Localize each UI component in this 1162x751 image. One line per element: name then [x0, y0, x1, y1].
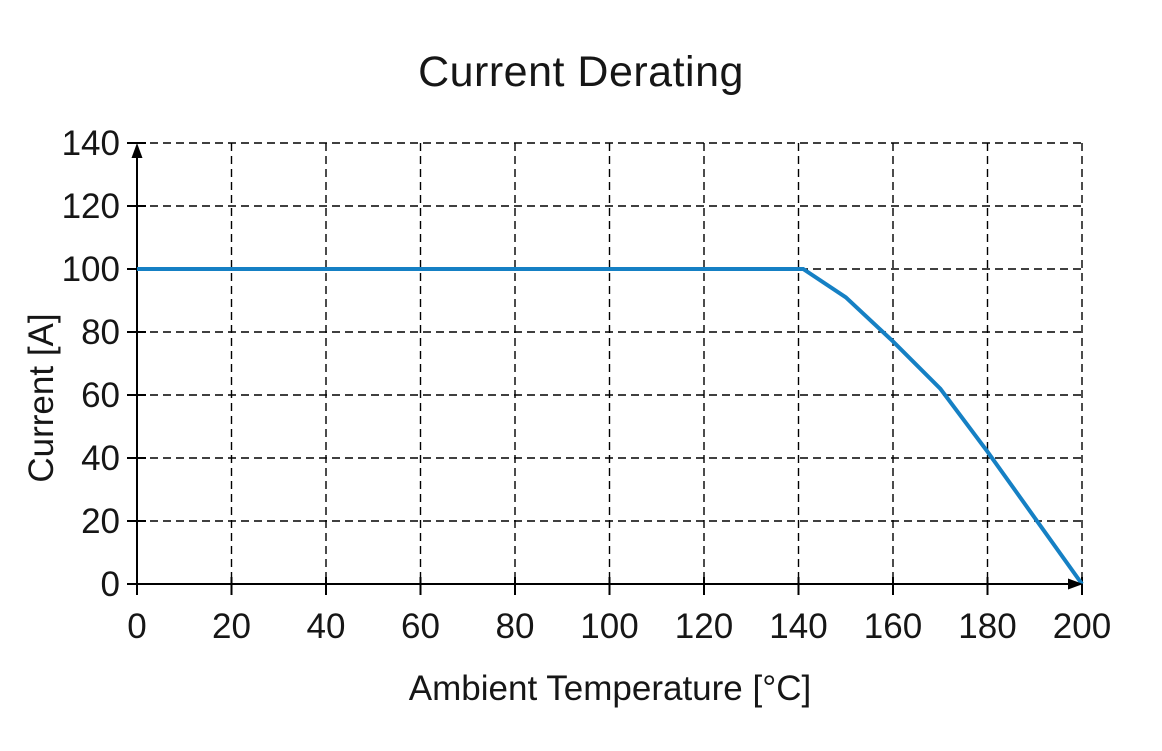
y-tick-label: 100: [62, 250, 120, 289]
x-tick-label: 60: [401, 607, 440, 646]
x-tick-label: 40: [307, 607, 346, 646]
y-tick-label: 0: [101, 565, 120, 604]
y-tick-label: 80: [81, 313, 120, 352]
x-tick-label: 80: [496, 607, 535, 646]
x-tick-label: 0: [127, 607, 146, 646]
x-tick-label: 120: [675, 607, 733, 646]
y-axis-arrow-icon: [131, 143, 143, 158]
chart-title: Current Derating: [418, 48, 744, 96]
x-tick-label: 160: [864, 607, 922, 646]
x-tick-label: 180: [958, 607, 1016, 646]
x-axis-title: Ambient Temperature [°C]: [408, 669, 812, 708]
x-tick-label: 140: [769, 607, 827, 646]
y-tick-label: 20: [81, 502, 120, 541]
x-tick-label: 200: [1053, 607, 1111, 646]
x-tick-label: 100: [580, 607, 638, 646]
y-tick-label: 40: [81, 439, 120, 478]
y-tick-label: 120: [62, 187, 120, 226]
series-line-current-derating-curve: [137, 267, 1084, 586]
y-tick-label: 60: [81, 376, 120, 415]
x-tick-label: 20: [212, 607, 251, 646]
y-tick-label: 140: [62, 124, 120, 163]
x-axis-arrow-icon: [1068, 578, 1083, 590]
